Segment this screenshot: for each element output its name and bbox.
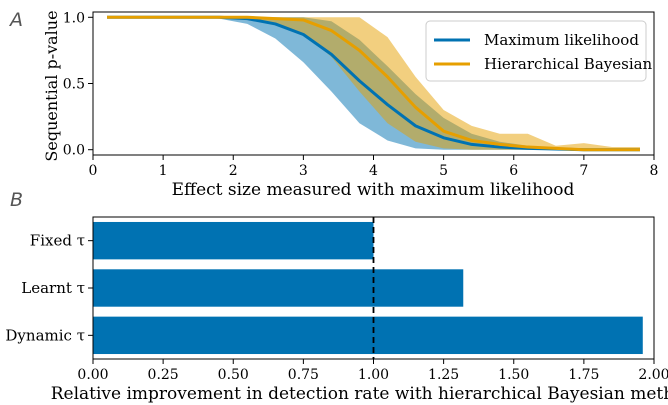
- x-axis-ticks-b: 0.00 0.25 0.50 0.75 1.00 1.25 1.50 1.75 2.00: [77, 359, 668, 383]
- x-tick-label-b: 0.75: [288, 367, 319, 383]
- x-axis-label-b: Relative improvement in detection rate w…: [51, 384, 668, 404]
- x-tick-label-a: 3: [299, 163, 308, 179]
- category-labels: Fixed τ Learnt τ Dynamic τ: [5, 232, 93, 344]
- x-tick-label-b: 1.75: [568, 367, 599, 383]
- category-label: Learnt τ: [21, 279, 85, 297]
- x-tick-label-a: 5: [439, 163, 448, 179]
- bars: [93, 221, 643, 355]
- x-axis-ticks-a: 0 1 2 3 4 5 6 7 8: [89, 155, 659, 179]
- x-tick-label-b: 1.50: [498, 367, 529, 383]
- y-axis-ticks-a: 0.0 0.5 1.0: [63, 10, 93, 159]
- x-tick-label-a: 0: [89, 163, 98, 179]
- legend: Maximum likelihood Hierarchical Bayesian: [425, 20, 653, 82]
- band-hierarchical-bayesian: [107, 17, 640, 150]
- x-tick-label-a: 6: [509, 163, 518, 179]
- bar-2: [93, 316, 643, 355]
- panel-b-label: B: [10, 189, 23, 211]
- x-tick-label-a: 1: [159, 163, 168, 179]
- y-axis-label-a: Sequential p-value: [42, 10, 61, 161]
- y-tick-label-a: 1.0: [63, 10, 85, 26]
- legend-label-maximum-likelihood: Maximum likelihood: [484, 31, 639, 49]
- x-tick-label-b: 0.50: [218, 367, 249, 383]
- panel-b: B 0.00 0.25 0.50 0.75 1.00 1.25 1.50 1.75 2.00 F…: [5, 189, 668, 404]
- panel-a-label: A: [8, 9, 23, 31]
- panel-a: A 0 1 2 3 4 5 6 7 8 0.0 0.5 1.0 Effect size measur…: [8, 9, 658, 200]
- category-label: Dynamic τ: [5, 326, 85, 344]
- series-line-hierarchical-bayesian: [107, 15, 640, 152]
- y-tick-label-a: 0.0: [63, 143, 85, 159]
- x-tick-label-b: 2.00: [638, 367, 668, 383]
- x-tick-label-b: 1.00: [358, 367, 389, 383]
- x-tick-label-a: 4: [369, 163, 378, 179]
- x-tick-label-b: 0.25: [148, 367, 179, 383]
- series-lines: [107, 15, 640, 152]
- x-tick-label-a: 7: [579, 163, 588, 179]
- x-tick-label-b: 1.25: [428, 367, 459, 383]
- y-tick-label-a: 0.5: [63, 77, 85, 93]
- bar-0: [93, 221, 374, 260]
- category-label: Fixed τ: [30, 232, 85, 250]
- x-tick-label-b: 0.00: [77, 367, 108, 383]
- legend-box: [425, 20, 647, 82]
- legend-label-hierarchical-bayesian: Hierarchical Bayesian: [484, 55, 653, 73]
- x-tick-label-a: 8: [650, 163, 659, 179]
- x-tick-label-a: 2: [229, 163, 238, 179]
- x-axis-label-a: Effect size measured with maximum likeli…: [172, 180, 575, 200]
- bar-1: [93, 269, 464, 307]
- confidence-bands: [107, 17, 640, 150]
